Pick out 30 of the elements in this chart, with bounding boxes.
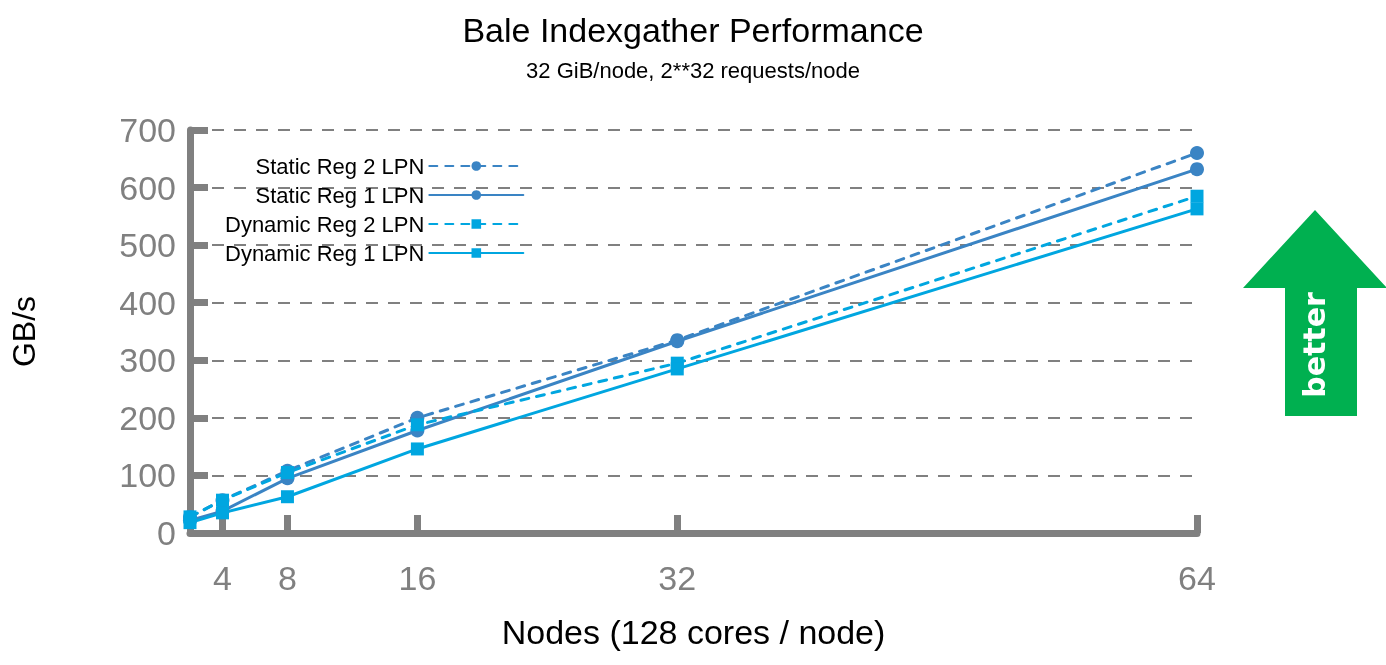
point [410, 418, 424, 432]
y-tick-label: 700 [119, 111, 176, 149]
point [670, 362, 684, 376]
x-tick-label: 32 [658, 559, 697, 597]
x-tick-label: 16 [398, 559, 437, 597]
legend-label: Dynamic Reg 2 LPN [224, 211, 425, 237]
legend-label: Static Reg 1 LPN [255, 182, 425, 208]
legend-label: Dynamic Reg 1 LPN [224, 240, 425, 266]
point [280, 490, 294, 504]
y-tick-label: 600 [119, 168, 176, 207]
chart-title: Bale Indexgather Performance [462, 11, 924, 49]
point [1190, 202, 1204, 216]
chart-subtitle: 32 GiB/node, 2**32 requests/node [526, 57, 860, 83]
y-tick-label: 200 [119, 398, 176, 437]
y-tick-label: 400 [119, 283, 176, 322]
y-tick-label: 300 [119, 341, 176, 380]
y-tick-label: 100 [119, 456, 176, 495]
y-axis-title: GB/s [6, 295, 42, 368]
x-tick-label: 4 [213, 559, 232, 597]
point [1190, 146, 1204, 161]
x-axis-title: Nodes (128 cores / node) [501, 613, 886, 651]
y-tick-label: 0 [157, 514, 176, 552]
point [1190, 189, 1204, 203]
y-tick-label: 500 [119, 226, 176, 265]
text: better [1297, 291, 1332, 400]
point [1190, 162, 1204, 177]
x-tick-label: 8 [277, 559, 297, 597]
x-tick-label: 64 [1178, 559, 1216, 597]
legend-label: Static Reg 2 LPN [255, 153, 425, 179]
point [410, 442, 424, 456]
